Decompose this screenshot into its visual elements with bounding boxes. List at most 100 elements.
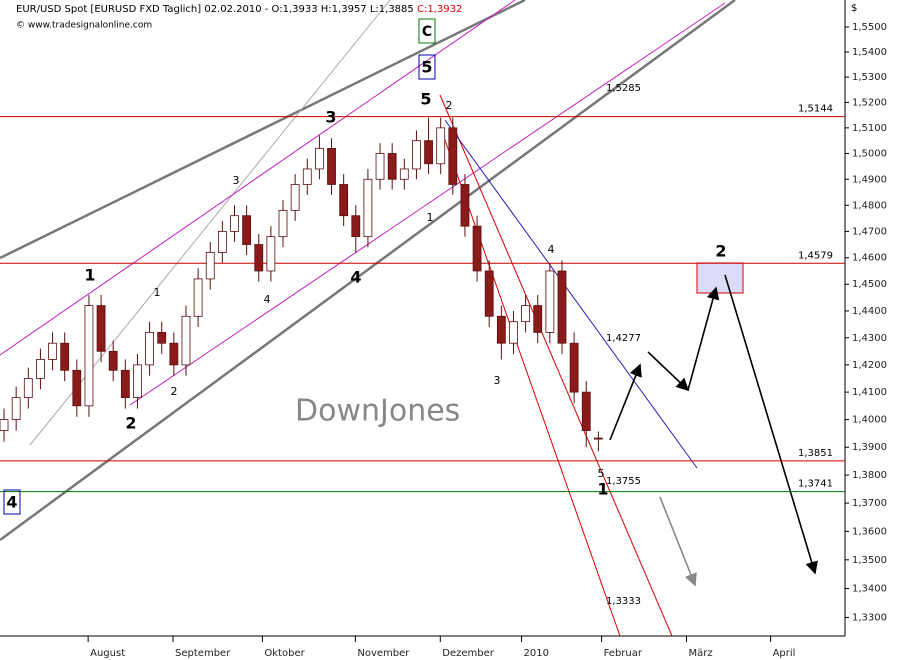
arrow <box>687 286 720 391</box>
candle-body <box>448 127 458 185</box>
wave-label: 4 <box>350 268 361 287</box>
candle-body <box>96 305 106 352</box>
candle-body <box>327 147 336 185</box>
wave-label: 1 <box>597 480 608 499</box>
channel-line <box>444 139 621 637</box>
candle-body <box>278 210 288 238</box>
x-tick-label: Oktober <box>264 648 305 659</box>
level-label: 1,4579 <box>798 250 833 261</box>
wave-label: 1 <box>154 286 161 299</box>
channel-line <box>0 0 516 356</box>
candle-body <box>0 419 9 432</box>
x-tick-label: Februar <box>604 648 643 659</box>
y-tick-label: 1,3900 <box>852 442 887 453</box>
candle-body <box>230 215 239 232</box>
candle-body <box>145 332 154 366</box>
candle-body <box>302 168 312 185</box>
y-tick-label: 1,4600 <box>852 253 887 264</box>
y-tick-label: 1,4200 <box>852 360 887 371</box>
trendline-label: 1,4277 <box>606 333 641 344</box>
wave-label: 2 <box>715 242 726 261</box>
candle-body <box>120 369 130 398</box>
candle-body <box>581 391 591 432</box>
channel-line <box>0 0 526 260</box>
candle-body <box>205 252 215 280</box>
candle-body <box>72 369 82 407</box>
arrow <box>724 274 818 575</box>
wave-label: 3 <box>233 174 240 187</box>
y-tick-label: 1,5100 <box>852 123 887 134</box>
y-tick-label: 1,4100 <box>852 387 887 398</box>
candle-body <box>472 225 482 272</box>
level-label: 1,3741 <box>798 479 833 490</box>
candle-body <box>315 147 324 170</box>
y-tick-label: 1,3500 <box>852 555 887 566</box>
wave-label: 4 <box>264 293 271 306</box>
wave-label: 2 <box>446 99 453 112</box>
candle-body <box>484 270 494 317</box>
wave-label: C <box>422 24 432 40</box>
y-tick-label: 1,3800 <box>852 470 887 481</box>
watermark: DownJones <box>295 394 460 429</box>
wave-label: 5 <box>421 58 432 77</box>
y-tick-label: 1,3400 <box>852 584 887 595</box>
candle-body <box>496 315 506 344</box>
y-tick-label: 1,4500 <box>852 279 887 290</box>
x-tick-label: November <box>357 648 410 659</box>
arrow <box>609 363 642 441</box>
arrow <box>647 351 690 392</box>
channel-line <box>29 0 391 446</box>
y-tick-label: 1,3700 <box>852 498 887 509</box>
candle-body <box>169 342 179 366</box>
y-tick-label: 1,3600 <box>852 526 887 537</box>
candle-body <box>133 364 142 398</box>
candle-body <box>36 359 45 379</box>
candle-body <box>84 305 94 407</box>
channel-line <box>129 2 726 406</box>
candle-body <box>509 321 518 344</box>
wave-label: 2 <box>125 414 136 433</box>
candle-body <box>108 350 118 371</box>
candle-body <box>217 231 227 253</box>
candle-body <box>339 184 349 217</box>
x-tick-label: März <box>689 648 713 659</box>
wave-label: 3 <box>325 108 336 127</box>
wave-box <box>418 54 436 80</box>
candle-body <box>593 437 603 440</box>
y-tick-label: 1,4300 <box>852 333 887 344</box>
candle-body <box>424 140 433 165</box>
candle-body <box>363 178 373 238</box>
x-tick-label: August <box>90 648 125 659</box>
candle-body <box>23 378 33 398</box>
y-tick-label: 1,4400 <box>852 306 887 317</box>
channel-line <box>0 0 736 542</box>
trendline-label: 1,5285 <box>606 83 641 94</box>
trendlines <box>0 0 744 637</box>
candle-body <box>533 305 543 333</box>
chart-title: EUR/USD Spot [EURUSD FXD Taglich] 02.02.… <box>16 4 462 15</box>
title: EUR/USD Spot [EURUSD FXD Taglich] 02.02.… <box>16 4 414 15</box>
subtitle: © www.tradesignalonline.com <box>16 21 152 31</box>
target-box <box>696 262 744 294</box>
candle-body <box>460 184 470 227</box>
channel-line <box>439 94 673 637</box>
wave-label: 3 <box>494 374 501 387</box>
candle-body <box>181 315 191 366</box>
candle-body <box>242 215 252 245</box>
candle-body <box>399 168 409 180</box>
currency: $ <box>851 3 857 14</box>
level-label: 1,5144 <box>798 104 833 115</box>
wave-box <box>3 489 21 515</box>
trendline-label: 1,3755 <box>606 476 641 487</box>
candle-body <box>545 270 555 333</box>
y-tick-label: 1,3300 <box>852 612 887 623</box>
level-label: 1,3851 <box>798 448 833 459</box>
candle-body <box>569 342 579 393</box>
wave-label: 5 <box>598 467 605 480</box>
candle-body <box>351 215 361 238</box>
channel-line <box>444 119 698 469</box>
y-tick-label: 1,4900 <box>852 174 887 185</box>
y-tick-label: 1,4700 <box>852 226 887 237</box>
wave-label: 1 <box>84 266 95 285</box>
